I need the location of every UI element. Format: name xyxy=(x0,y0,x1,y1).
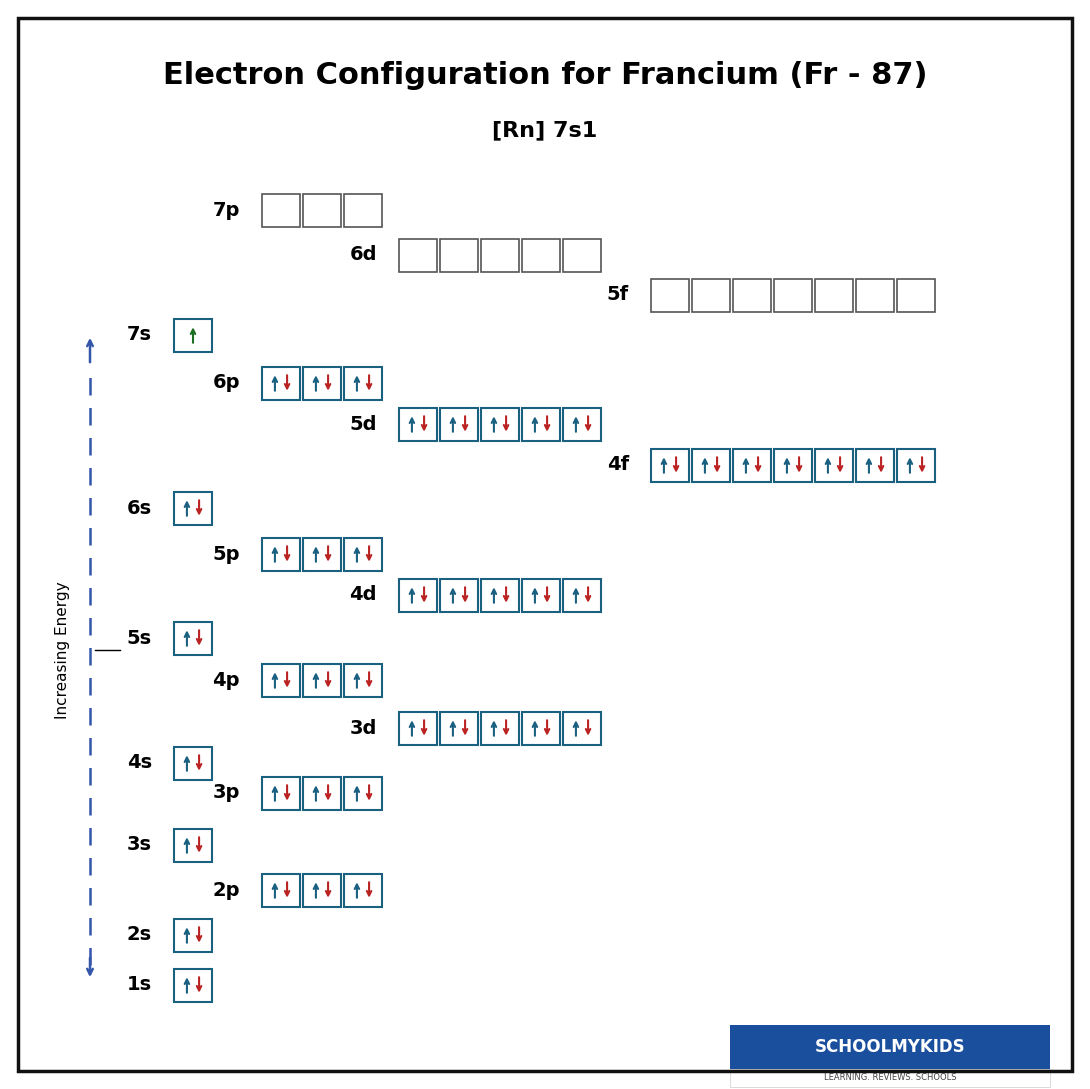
Bar xyxy=(174,318,211,352)
Text: LEARNING. REVIEWS. SCHOOLS: LEARNING. REVIEWS. SCHOOLS xyxy=(824,1074,956,1082)
Bar xyxy=(897,449,935,481)
Bar xyxy=(730,1069,1050,1087)
Bar xyxy=(303,367,341,400)
Bar xyxy=(564,407,601,440)
Bar xyxy=(732,279,771,311)
Bar xyxy=(692,449,730,481)
Text: 1s: 1s xyxy=(126,976,152,994)
Bar xyxy=(262,194,300,227)
Bar xyxy=(174,622,211,654)
Bar xyxy=(344,776,382,809)
Bar xyxy=(303,873,341,906)
Bar xyxy=(856,279,894,311)
Bar xyxy=(344,538,382,571)
Bar xyxy=(262,663,300,697)
Bar xyxy=(174,829,211,861)
Bar xyxy=(564,711,601,745)
Text: [Rn] 7s1: [Rn] 7s1 xyxy=(493,120,597,140)
Bar xyxy=(440,238,479,271)
Text: 4s: 4s xyxy=(126,754,152,772)
Bar xyxy=(344,663,382,697)
Bar xyxy=(440,711,479,745)
Bar xyxy=(303,194,341,227)
Bar xyxy=(774,279,812,311)
Bar xyxy=(440,407,479,440)
Bar xyxy=(651,279,689,311)
Text: 2p: 2p xyxy=(213,881,240,900)
Bar xyxy=(262,538,300,571)
Bar xyxy=(732,449,771,481)
Text: 6p: 6p xyxy=(213,374,240,392)
Bar xyxy=(399,238,437,271)
Bar xyxy=(174,491,211,525)
Text: 4f: 4f xyxy=(607,455,629,475)
Text: 2s: 2s xyxy=(126,926,152,944)
Text: SCHOOLMYKIDS: SCHOOLMYKIDS xyxy=(814,1038,966,1056)
Bar xyxy=(522,711,560,745)
Text: 7s: 7s xyxy=(128,326,152,344)
Bar xyxy=(522,238,560,271)
Bar xyxy=(262,776,300,809)
Bar xyxy=(481,711,519,745)
Text: 5f: 5f xyxy=(607,285,629,305)
Text: Increasing Energy: Increasing Energy xyxy=(54,582,70,719)
Bar xyxy=(692,279,730,311)
Bar xyxy=(399,711,437,745)
Bar xyxy=(815,279,853,311)
Text: 3d: 3d xyxy=(350,719,377,737)
Bar xyxy=(730,1025,1050,1069)
Bar xyxy=(564,238,601,271)
Bar xyxy=(303,538,341,571)
Bar xyxy=(344,194,382,227)
Bar xyxy=(303,663,341,697)
Bar xyxy=(344,367,382,400)
Bar xyxy=(399,578,437,612)
Text: 3s: 3s xyxy=(128,835,152,855)
Text: 7p: 7p xyxy=(213,200,240,220)
Bar xyxy=(651,449,689,481)
Text: 6d: 6d xyxy=(350,245,377,265)
Bar xyxy=(564,578,601,612)
Bar xyxy=(399,407,437,440)
Text: 5s: 5s xyxy=(126,628,152,648)
Bar xyxy=(897,279,935,311)
Bar xyxy=(174,968,211,1002)
Text: 5d: 5d xyxy=(350,415,377,433)
Bar xyxy=(174,746,211,780)
Bar xyxy=(262,367,300,400)
Bar xyxy=(481,238,519,271)
Bar xyxy=(522,578,560,612)
Bar xyxy=(856,449,894,481)
Text: 3p: 3p xyxy=(213,783,240,803)
Bar xyxy=(522,407,560,440)
Text: 6s: 6s xyxy=(126,499,152,517)
Bar xyxy=(815,449,853,481)
Bar xyxy=(262,873,300,906)
Text: 5p: 5p xyxy=(213,544,240,563)
Text: 4p: 4p xyxy=(213,671,240,689)
Text: Electron Configuration for Francium (Fr - 87): Electron Configuration for Francium (Fr … xyxy=(162,61,928,89)
Bar xyxy=(174,918,211,952)
Bar xyxy=(774,449,812,481)
Bar xyxy=(344,873,382,906)
Bar xyxy=(303,776,341,809)
Bar xyxy=(440,578,479,612)
Bar xyxy=(481,407,519,440)
Text: 4d: 4d xyxy=(350,586,377,604)
Bar xyxy=(481,578,519,612)
